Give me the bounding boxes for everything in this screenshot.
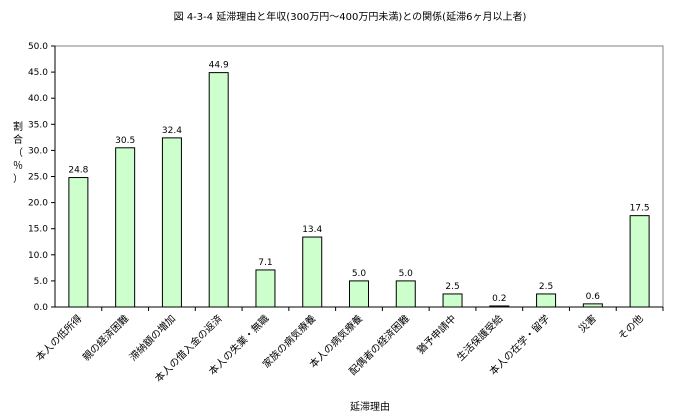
x-tick-label: 滞納額の増加 [126,312,178,364]
x-tick-label: その他 [615,312,645,342]
bar [442,293,463,308]
plot-area: 0.0 5.0 10.0 15.0 20.0 25.0 30.0 35.0 40.0 45.0 50… [28,42,664,385]
data-label: 5.0 [352,269,367,279]
bar [349,280,369,308]
data-label: 24.8 [68,166,88,176]
y-tick-label: 20.0 [28,199,48,209]
data-label: 2.5 [445,282,459,292]
bar [161,137,182,308]
x-tick-label: 災害 [576,312,599,335]
y-tick-label: 40.0 [28,94,48,104]
y-tick-label: 35.0 [28,120,48,130]
data-label: 0.2 [492,294,506,304]
x-tick-label: 本人の低所得 [33,312,85,364]
data-label: 44.9 [209,61,229,71]
y-axis-label-char: ％ [13,161,23,172]
bar [115,147,136,308]
y-tick-label: 30.0 [28,146,48,156]
data-label: 17.5 [630,204,650,214]
y-tick-label: 50.0 [28,42,48,52]
data-label: 30.5 [115,136,135,146]
data-label: 2.5 [539,282,553,292]
y-axis-label-char: ） [13,173,23,185]
bar [582,303,603,308]
y-tick-label: 0.0 [34,303,49,313]
data-label: 5.0 [399,269,414,279]
y-tick-label: 10.0 [28,251,48,261]
bar [68,177,89,308]
x-axis-label: 延滞理由 [350,400,390,413]
y-axis-label-char: 割 [13,120,23,133]
y-tick-label: 25.0 [28,173,48,183]
data-label: 7.1 [258,258,272,268]
data-label: 0.6 [586,292,601,302]
y-axis-label-char: （ [13,147,23,159]
bar [536,293,557,308]
bar [629,215,650,308]
bar [395,280,416,308]
bar [255,269,276,308]
y-tick-label: 45.0 [28,68,48,78]
bar [208,72,229,308]
bar [302,236,323,308]
chart-title: 図 4-3-4 延滞理由と年収(300万円～400万円未満)との関係(延滞6ヶ月… [174,10,527,23]
bar [489,305,510,308]
x-tick-label: 生活保護受給 [454,312,506,364]
y-tick-label: 15.0 [28,225,48,235]
data-label: 13.4 [302,225,322,235]
x-tick-label: 猶予申請中 [414,312,459,357]
x-tick-label: 親の経済困難 [80,312,132,364]
plot-frame [54,45,664,308]
y-tick-label: 5.0 [34,277,49,287]
data-label: 32.4 [162,126,182,136]
y-axis-label-char: 合 [13,133,23,146]
y-axis-label: 割合（ ％） [13,120,23,185]
